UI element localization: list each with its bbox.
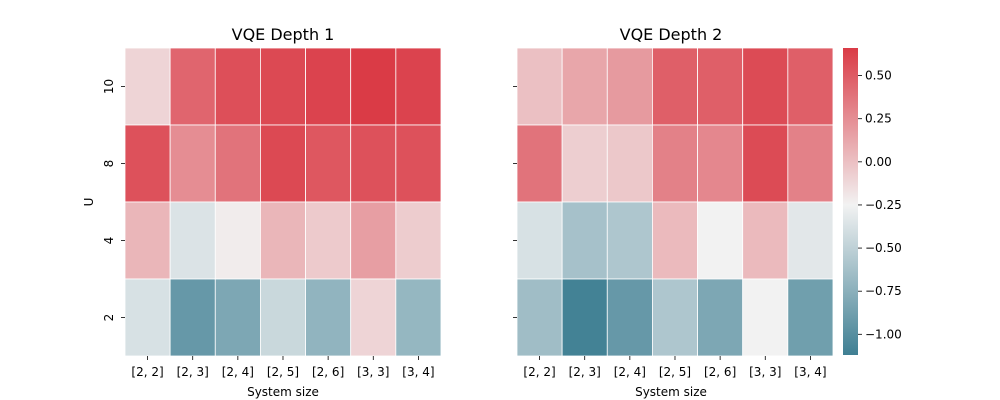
left-panel-title: VQE Depth 1 <box>232 25 335 44</box>
left-cell-r1-c6 <box>395 124 442 203</box>
right-x-tick-label: [2, 3] <box>569 365 601 379</box>
left-x-tick-label: [2, 6] <box>312 365 344 379</box>
left-cell-r0-c5 <box>350 47 397 126</box>
colorbar-tick-label: −1.00 <box>865 327 902 341</box>
right-cell-r1-c1 <box>561 124 608 203</box>
right-cell-r1-c4 <box>697 124 744 203</box>
right-x-tick-label: [2, 4] <box>614 365 646 379</box>
colorbar-gradient <box>843 48 858 355</box>
y-tick-label: 2 <box>102 314 116 322</box>
right-x-tick-label: [2, 2] <box>523 365 555 379</box>
right-cell-r3-c5 <box>742 278 789 357</box>
right-cell-r2-c4 <box>697 201 744 280</box>
right-cell-r3-c1 <box>561 278 608 357</box>
right-cell-r1-c0 <box>516 124 563 203</box>
right-cell-r3-c3 <box>652 278 698 357</box>
left-heatmap: [2, 2] [2, 3] [2, 4] [2, 5] [2, 6] [3, 3] [3, … <box>102 47 442 379</box>
left-cell-r3-c6 <box>395 278 442 357</box>
left-x-tick-label: [2, 2] <box>131 365 163 379</box>
right-cell-r0-c5 <box>742 47 789 126</box>
right-cell-r2-c0 <box>516 201 563 280</box>
left-cell-r0-c6 <box>395 47 442 126</box>
left-cell-r1-c2 <box>214 124 261 203</box>
y-tick-label: 4 <box>102 237 116 245</box>
right-cell-r2-c5 <box>742 201 789 280</box>
left-x-tick-label: [2, 4] <box>222 365 254 379</box>
y-tick-label: 8 <box>102 160 116 168</box>
right-x-tick-label: [2, 5] <box>659 365 691 379</box>
left-x-tick-label: [3, 3] <box>357 365 389 379</box>
right-cell-r1-c3 <box>652 124 698 203</box>
colorbar-tick-label: 0.50 <box>865 69 892 83</box>
left-cell-r0-c4 <box>305 47 352 126</box>
right-cell-r1-c2 <box>606 124 653 203</box>
right-cell-r0-c2 <box>606 47 653 126</box>
left-x-tick-label: [3, 4] <box>402 365 434 379</box>
left-cell-r0-c0 <box>124 47 171 126</box>
left-x-tick-label: [2, 3] <box>177 365 209 379</box>
right-x-axis-label: System size <box>635 385 707 399</box>
right-cell-r1-c6 <box>787 124 834 203</box>
right-x-tick-label: [2, 6] <box>704 365 736 379</box>
left-x-axis-label: System size <box>247 385 319 399</box>
right-cell-r0-c0 <box>516 47 563 126</box>
right-cell-r0-c6 <box>787 47 834 126</box>
right-cell-r2-c1 <box>561 201 608 280</box>
left-cell-r0-c3 <box>260 47 306 126</box>
left-cell-r2-c6 <box>395 201 442 280</box>
left-cell-r2-c4 <box>305 201 352 280</box>
left-cell-r2-c3 <box>260 201 306 280</box>
colorbar-tick-label: 0.25 <box>865 112 892 126</box>
right-cell-r0-c3 <box>652 47 698 126</box>
left-cell-r3-c1 <box>169 278 216 357</box>
y-axis-label: U <box>82 198 96 207</box>
left-cell-r3-c5 <box>350 278 397 357</box>
right-cell-r3-c0 <box>516 278 563 357</box>
left-cell-r0-c2 <box>214 47 261 126</box>
left-cell-r1-c1 <box>169 124 216 203</box>
left-cell-r3-c0 <box>124 278 171 357</box>
colorbar-tick-label: −0.75 <box>865 284 902 298</box>
right-cell-r3-c6 <box>787 278 834 357</box>
left-cell-r1-c3 <box>260 124 306 203</box>
left-cell-r3-c3 <box>260 278 306 357</box>
colorbar-tick-label: −0.50 <box>865 241 902 255</box>
right-x-tick-label: [3, 4] <box>794 365 826 379</box>
right-cell-r0-c4 <box>697 47 744 126</box>
right-heatmap: [2, 2] [2, 3] [2, 4] [2, 5] [2, 6] [3, 3] [3, … <box>513 47 834 379</box>
right-cell-r3-c4 <box>697 278 744 357</box>
left-cell-r2-c1 <box>169 201 216 280</box>
left-x-tick-label: [2, 5] <box>267 365 299 379</box>
right-cell-r2-c2 <box>606 201 653 280</box>
left-cell-r2-c0 <box>124 201 171 280</box>
left-cell-r3-c4 <box>305 278 352 357</box>
right-cell-r2-c3 <box>652 201 698 280</box>
right-cell-r2-c6 <box>787 201 834 280</box>
colorbar-tick-label: 0.00 <box>865 155 892 169</box>
colorbar-tick-label: −0.25 <box>865 198 902 212</box>
colorbar: −1.00 −0.75 −0.50 −0.25 0.00 0.25 0.50 <box>843 48 902 355</box>
right-panel-title: VQE Depth 2 <box>620 25 723 44</box>
right-cell-r0-c1 <box>561 47 608 126</box>
left-cell-r2-c2 <box>214 201 261 280</box>
left-cell-r0-c1 <box>169 47 216 126</box>
right-cell-r1-c5 <box>742 124 789 203</box>
right-cell-r3-c2 <box>606 278 653 357</box>
left-cell-r1-c5 <box>350 124 397 203</box>
right-x-tick-label: [3, 3] <box>749 365 781 379</box>
left-cell-r2-c5 <box>350 201 397 280</box>
left-cell-r1-c0 <box>124 124 171 203</box>
y-tick-label: 10 <box>102 79 116 94</box>
left-cell-r1-c4 <box>305 124 352 203</box>
left-cell-r3-c2 <box>214 278 261 357</box>
